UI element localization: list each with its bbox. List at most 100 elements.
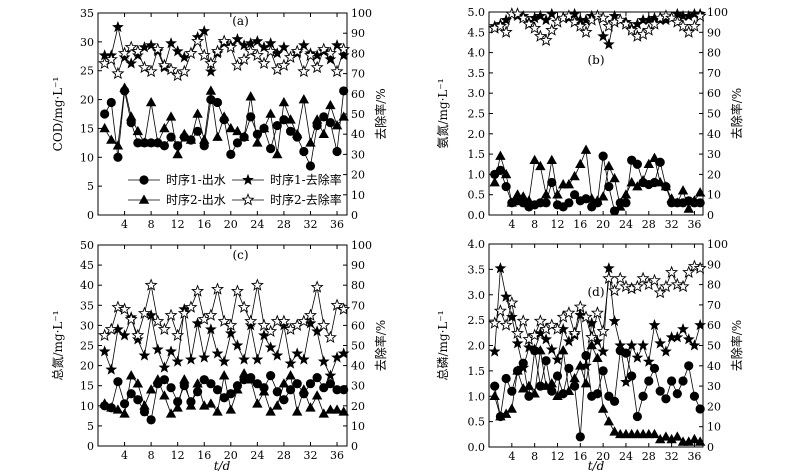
y2-tick-label: 90 [351, 27, 365, 40]
data-point [667, 376, 676, 385]
legend-label: 时序2-出水 [166, 192, 226, 207]
x-tick-label: 16 [573, 218, 587, 231]
data-point [541, 198, 550, 207]
data-point [299, 147, 308, 156]
data-point [312, 390, 322, 399]
y-tick-label: 5 [87, 180, 94, 193]
data-point [318, 355, 330, 366]
y-tick-label: 2.0 [468, 340, 486, 353]
y-tick-label: 20 [80, 94, 94, 107]
y2-tick-label: 100 [707, 6, 728, 19]
y2-tick-label: 80 [351, 47, 365, 60]
data-point [502, 374, 511, 383]
y2-axis-label: 去除率/% [729, 88, 744, 139]
data-point [581, 145, 591, 154]
plot-frame [98, 245, 347, 446]
data-point [339, 86, 348, 95]
y2-tick-label: 60 [707, 319, 721, 332]
data-point [212, 284, 223, 294]
data-point [604, 416, 614, 425]
data-point [279, 97, 289, 106]
chart-panel-4: 4 8 12 16 20 24 28 32 360.00.51.01.52.02.53.03.5… [435, 238, 744, 463]
data-point [325, 369, 337, 380]
data-point [689, 21, 700, 31]
data-point [251, 353, 263, 364]
data-point [673, 389, 682, 398]
data-point [159, 390, 169, 399]
data-point [654, 337, 666, 348]
y2-tick-label: 60 [707, 87, 721, 100]
panel-label: (b) [587, 53, 604, 67]
y2-tick-label: 90 [351, 259, 365, 272]
y-tick-label: 10 [80, 151, 94, 164]
data-point [113, 302, 124, 312]
panel-label: (a) [232, 14, 249, 28]
data-point [546, 343, 558, 354]
x-tick-label: 16 [197, 218, 211, 231]
y-tick-label: 5.0 [468, 6, 486, 19]
data-point [569, 171, 579, 180]
data-point [239, 302, 250, 312]
data-point [597, 345, 609, 356]
data-point [198, 351, 210, 362]
y-tick-label: 45 [80, 259, 94, 272]
data-point [305, 402, 315, 411]
data-point [219, 370, 229, 379]
data-point [332, 147, 341, 156]
data-point [119, 83, 129, 92]
y-axis-label: 总氮/mg·L⁻¹ [50, 310, 65, 380]
x-tick-label: 32 [303, 449, 317, 462]
x-tick-label: 36 [330, 218, 344, 231]
data-point [265, 341, 277, 352]
y2-tick-label: 80 [707, 47, 721, 60]
y-tick-label: 0.0 [468, 209, 486, 222]
data-point [332, 66, 343, 76]
data-point [678, 376, 687, 385]
series-star-open [489, 261, 705, 344]
series-star-open [99, 280, 349, 342]
data-point [205, 323, 217, 334]
y-tick-label: 1.0 [468, 168, 486, 181]
data-point [166, 383, 175, 392]
data-point [199, 50, 210, 60]
data-point [683, 333, 695, 344]
data-point [672, 431, 682, 440]
y2-axis-label: 去除率/% [729, 320, 744, 371]
x-tick-label: 8 [148, 218, 155, 231]
data-point [285, 357, 297, 368]
data-point [100, 109, 109, 118]
data-point [192, 109, 202, 118]
data-point [293, 379, 302, 388]
data-point [99, 398, 109, 407]
data-point [212, 132, 222, 141]
y-tick-label: 25 [80, 340, 94, 353]
data-point [690, 392, 699, 401]
data-point [339, 385, 348, 394]
data-point [495, 151, 505, 160]
data-point [152, 343, 164, 354]
data-point [500, 291, 512, 302]
x-tick-label: 8 [148, 449, 155, 462]
y-axis-label: 氨氮/mg·L⁻¹ [435, 78, 450, 148]
data-point [638, 392, 647, 401]
y2-tick-label: 70 [351, 68, 365, 81]
data-point [661, 281, 672, 291]
x-axis-label: t/d [588, 459, 605, 473]
data-point [489, 318, 500, 328]
y-tick-label: 0.5 [468, 416, 486, 429]
data-point [512, 337, 524, 348]
data-point [126, 314, 137, 324]
series-triangle [99, 368, 348, 418]
y2-tick-label: 0 [707, 441, 714, 454]
data-point [219, 111, 229, 120]
x-tick-label: 32 [303, 218, 317, 231]
data-point [113, 377, 122, 386]
x-tick-label: 24 [619, 218, 633, 231]
data-point [246, 91, 256, 100]
y-tick-label: 1.5 [468, 365, 486, 378]
y-tick-label: 1.0 [468, 390, 486, 403]
y-tick-label: 2.5 [468, 108, 486, 121]
x-tick-label: 28 [642, 450, 656, 463]
y2-tick-label: 80 [707, 279, 721, 292]
x-tick-label: 4 [121, 449, 128, 462]
